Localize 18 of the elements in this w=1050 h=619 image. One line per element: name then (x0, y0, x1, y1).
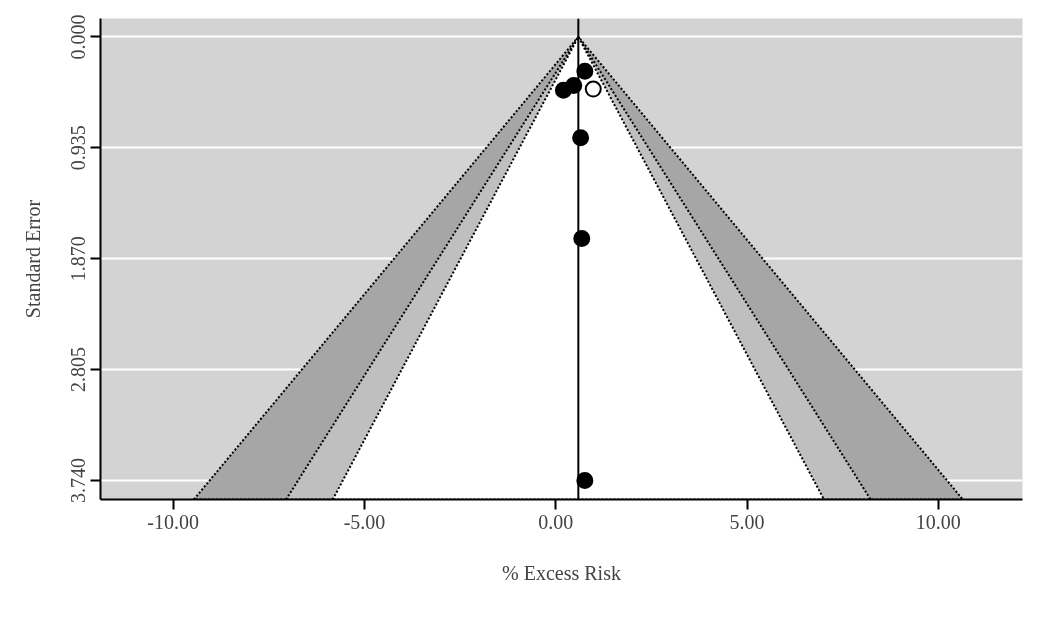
point (576, 62, 594, 80)
point (584, 80, 602, 98)
y-tick-label: 0.935 (67, 125, 90, 171)
x-tick-label: -5.00 (343, 510, 386, 533)
point (572, 129, 590, 147)
x-axis-title: % Excess Risk (502, 561, 621, 584)
x-tick-label: 5.00 (729, 510, 765, 533)
point (576, 472, 594, 490)
y-axis-title: Standard Error (21, 199, 44, 319)
y-tick-label: 0.000 (67, 14, 90, 60)
x-tick-label: 0.00 (538, 510, 574, 533)
x-tick-label: -10.00 (147, 510, 200, 533)
y-tick-label: 1.870 (67, 236, 90, 282)
x-tick-label: 10.00 (915, 510, 961, 533)
point (573, 230, 591, 248)
point (554, 81, 572, 99)
y-tick-label: 3.740 (67, 458, 90, 504)
y-tick-label: 2.805 (67, 347, 90, 393)
